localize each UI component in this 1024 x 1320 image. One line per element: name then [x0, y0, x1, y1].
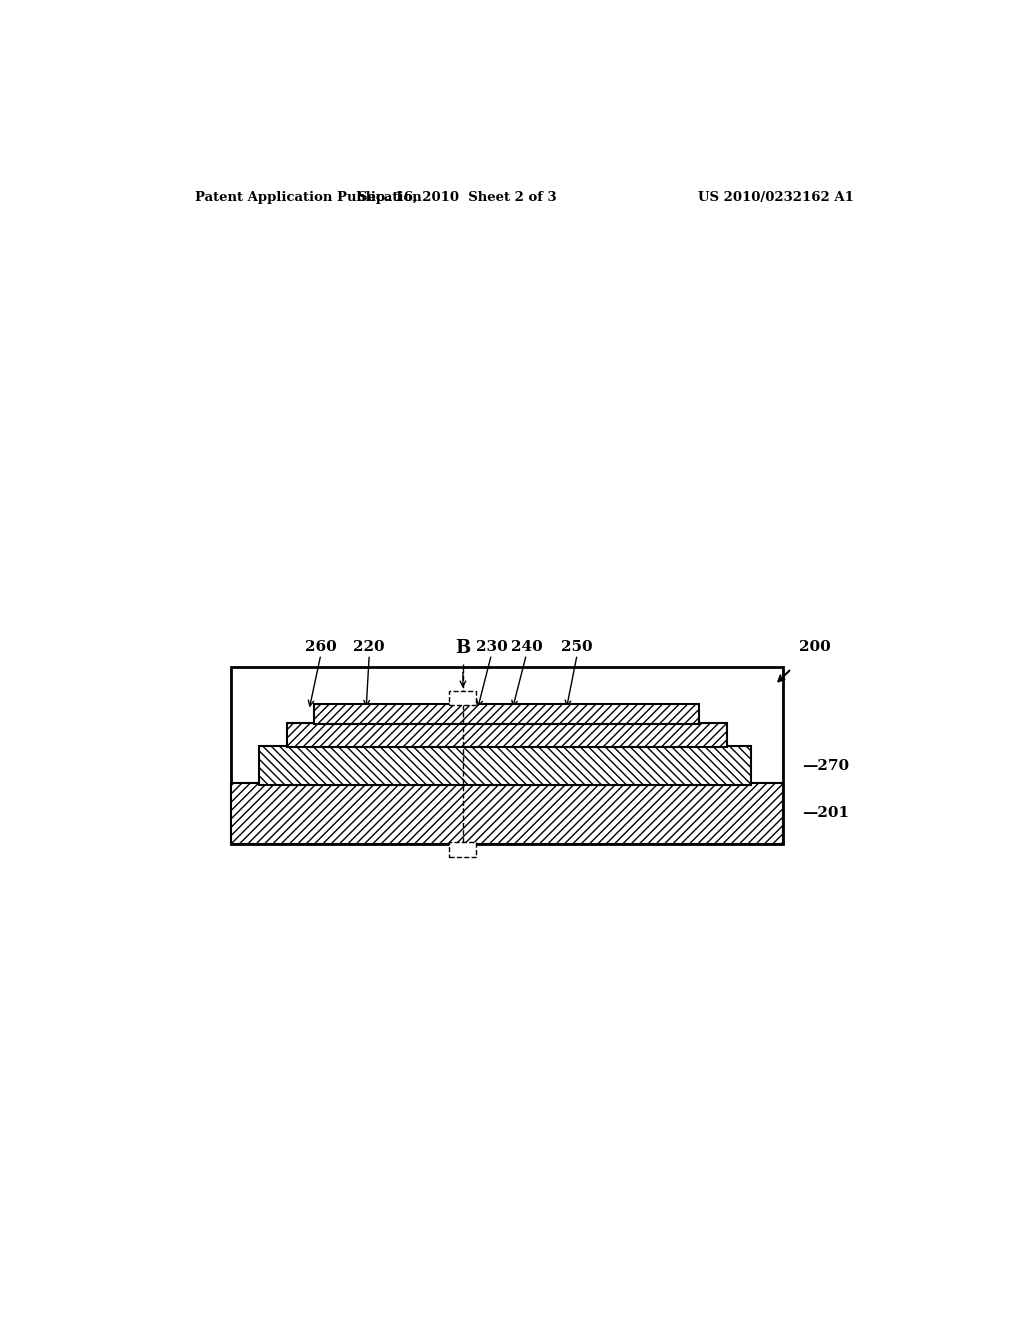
- Text: 250: 250: [561, 640, 593, 655]
- Text: FIG. 3: FIG. 3: [417, 764, 586, 813]
- Text: B: B: [456, 639, 470, 657]
- Text: US 2010/0232162 A1: US 2010/0232162 A1: [698, 190, 854, 203]
- Bar: [231, 784, 782, 845]
- Text: 200: 200: [799, 640, 830, 655]
- Bar: [287, 722, 727, 747]
- Text: 230: 230: [475, 640, 507, 655]
- Text: 240: 240: [511, 640, 543, 655]
- Text: 220: 220: [353, 640, 385, 655]
- Text: —270: —270: [803, 759, 850, 774]
- Text: Sep. 16, 2010  Sheet 2 of 3: Sep. 16, 2010 Sheet 2 of 3: [358, 190, 557, 203]
- Bar: [231, 667, 782, 845]
- Bar: [450, 842, 476, 857]
- Bar: [259, 746, 751, 784]
- Bar: [450, 690, 476, 705]
- Bar: [314, 704, 699, 723]
- Text: 260: 260: [305, 640, 337, 655]
- Text: Patent Application Publication: Patent Application Publication: [196, 190, 422, 203]
- Text: —201: —201: [803, 807, 850, 820]
